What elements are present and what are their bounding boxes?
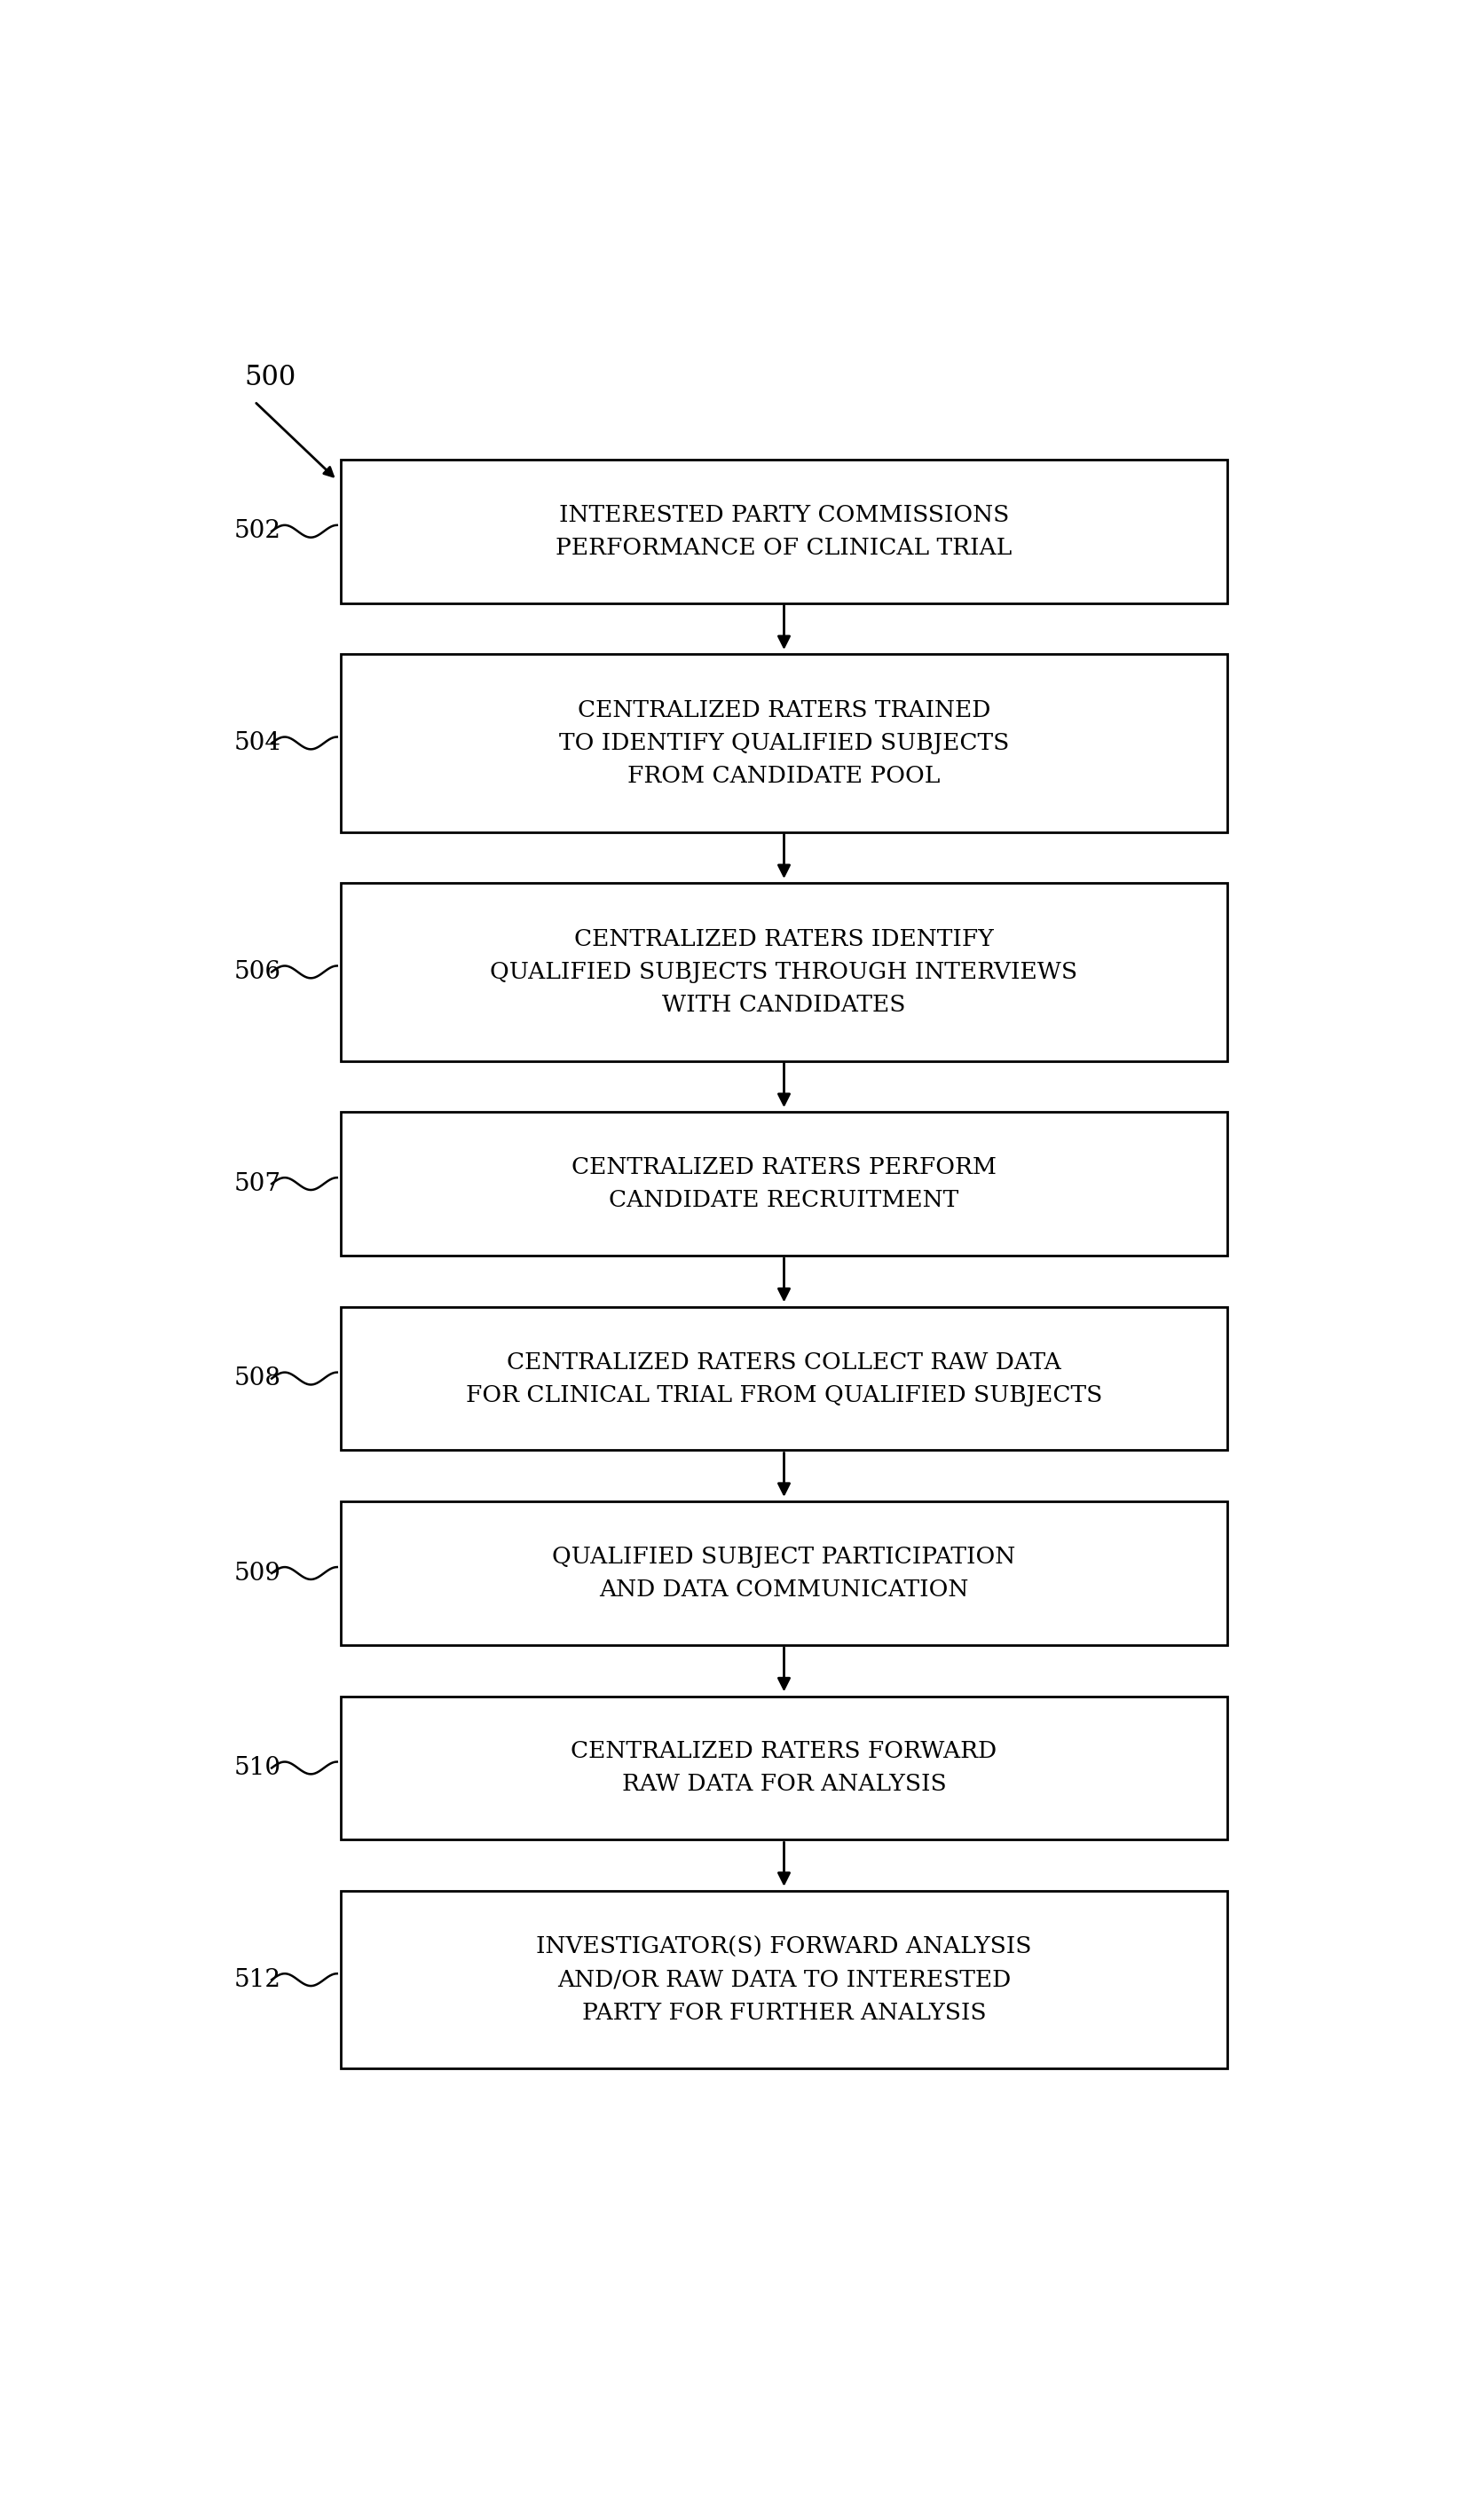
Bar (340, 1696, 1228, 1840)
Text: INTERESTED PARTY COMMISSIONS
PERFORMANCE OF CLINICAL TRIAL: INTERESTED PARTY COMMISSIONS PERFORMANCE… (555, 504, 1012, 559)
Bar (340, 1502, 1228, 1646)
Text: INVESTIGATOR(S) FORWARD ANALYSIS
AND/OR RAW DATA TO INTERESTED
PARTY FOR FURTHER: INVESTIGATOR(S) FORWARD ANALYSIS AND/OR … (537, 1935, 1032, 2024)
Text: 509: 509 (233, 1562, 281, 1585)
Text: CENTRALIZED RATERS FORWARD
RAW DATA FOR ANALYSIS: CENTRALIZED RATERS FORWARD RAW DATA FOR … (572, 1741, 997, 1794)
Bar (340, 1308, 1228, 1449)
Text: 502: 502 (233, 519, 281, 544)
Bar (340, 882, 1228, 1061)
Bar (340, 655, 1228, 832)
Bar (340, 1111, 1228, 1255)
Text: CENTRALIZED RATERS TRAINED
TO IDENTIFY QUALIFIED SUBJECTS
FROM CANDIDATE POOL: CENTRALIZED RATERS TRAINED TO IDENTIFY Q… (558, 698, 1009, 786)
Text: 500: 500 (243, 363, 296, 391)
Text: 507: 507 (233, 1172, 281, 1197)
Text: 506: 506 (233, 960, 281, 983)
Text: 512: 512 (233, 1968, 281, 1991)
Bar (340, 459, 1228, 602)
Text: 508: 508 (233, 1366, 281, 1391)
Bar (340, 1890, 1228, 2069)
Text: CENTRALIZED RATERS IDENTIFY
QUALIFIED SUBJECTS THROUGH INTERVIEWS
WITH CANDIDATE: CENTRALIZED RATERS IDENTIFY QUALIFIED SU… (490, 927, 1077, 1016)
Text: 504: 504 (233, 731, 281, 756)
Text: CENTRALIZED RATERS COLLECT RAW DATA
FOR CLINICAL TRIAL FROM QUALIFIED SUBJECTS: CENTRALIZED RATERS COLLECT RAW DATA FOR … (465, 1351, 1102, 1406)
Text: QUALIFIED SUBJECT PARTICIPATION
AND DATA COMMUNICATION: QUALIFIED SUBJECT PARTICIPATION AND DATA… (553, 1545, 1016, 1600)
Text: 510: 510 (233, 1756, 281, 1779)
Text: CENTRALIZED RATERS PERFORM
CANDIDATE RECRUITMENT: CENTRALIZED RATERS PERFORM CANDIDATE REC… (572, 1157, 997, 1212)
